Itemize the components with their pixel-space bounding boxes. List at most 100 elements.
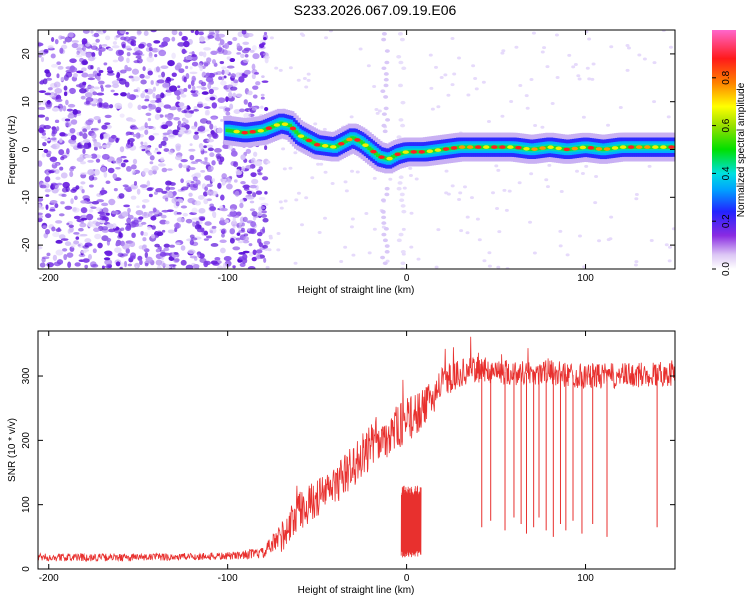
- heatmap-cell: [62, 248, 68, 252]
- heatmap-cell: [187, 197, 195, 204]
- heatmap-cell: [171, 30, 178, 36]
- heatmap-cell: [381, 215, 387, 220]
- heatmap-cell: [211, 102, 218, 109]
- heatmap-cell: [279, 206, 284, 210]
- heatmap-cell: [41, 153, 46, 158]
- heatmap-cell: [262, 226, 266, 233]
- heatmap-cell: [194, 131, 199, 135]
- heatmap-cell: [577, 234, 582, 238]
- heatmap-cell: [210, 243, 219, 247]
- heatmap-cell: [497, 230, 502, 234]
- heatmap-cell: [167, 229, 176, 234]
- heatmap-cell: [64, 120, 73, 127]
- heatmap-cell: [82, 195, 90, 201]
- heatmap-cell: [552, 146, 557, 150]
- heatmap-cell: [533, 123, 538, 127]
- heatmap-cell: [68, 224, 74, 228]
- heatmap-cell: [58, 213, 65, 217]
- heatmap-cell: [504, 145, 509, 149]
- heatmap-cell: [299, 32, 304, 36]
- heatmap-cell: [90, 206, 97, 210]
- heatmap-cell: [129, 118, 137, 123]
- heatmap-cell: [323, 216, 328, 220]
- heatmap-cell: [95, 158, 101, 163]
- heatmap-cell: [377, 109, 382, 113]
- heatmap-cell: [121, 211, 129, 217]
- heatmap-cell: [151, 165, 159, 171]
- heatmap-cell: [400, 123, 406, 128]
- heatmap-cell: [313, 122, 318, 126]
- heatmap-cell: [181, 50, 188, 54]
- heatmap-cell: [211, 225, 217, 229]
- heatmap-cell: [226, 65, 235, 69]
- heatmap-cell: [171, 36, 176, 42]
- heatmap-cell: [401, 227, 406, 231]
- heatmap-cell: [41, 136, 47, 139]
- heatmap-cell: [575, 169, 580, 173]
- heatmap-cell: [309, 139, 314, 144]
- heatmap-cell: [85, 52, 92, 58]
- heatmap-cell: [585, 66, 590, 70]
- heatmap-cell: [400, 100, 406, 105]
- heatmap-cell: [125, 132, 129, 137]
- heatmap-cell: [196, 102, 204, 108]
- heatmap-cell: [206, 190, 211, 196]
- heatmap-cell: [54, 92, 58, 96]
- heatmap-cell: [190, 89, 196, 94]
- heatmap-cell: [220, 228, 226, 235]
- heatmap-cell: [188, 148, 196, 152]
- colorbar-tick-label: 0.8: [721, 70, 732, 84]
- heatmap-cell: [40, 56, 45, 63]
- heatmap-cell: [306, 72, 311, 76]
- heatmap-cell: [250, 172, 257, 178]
- heatmap-cell: [251, 211, 258, 217]
- heatmap-cell: [487, 251, 492, 255]
- heatmap-cell: [180, 188, 184, 191]
- heatmap-cell: [581, 115, 586, 119]
- heatmap-cell: [143, 231, 149, 237]
- heatmap-cell: [238, 222, 243, 227]
- heatmap-cell: [56, 259, 64, 265]
- heatmap-cell: [444, 169, 449, 173]
- y-tick-label: 100: [21, 496, 32, 513]
- heatmap-cell: [197, 63, 203, 68]
- heatmap-cell: [239, 198, 244, 204]
- heatmap-cell: [54, 169, 60, 174]
- heatmap-cell: [223, 42, 230, 50]
- heatmap-cell: [87, 221, 93, 228]
- heatmap-y-axis: -20 -10 0 10 20: [21, 48, 675, 252]
- heatmap-cell: [268, 234, 273, 238]
- colorbar-tick-label: 0.6: [721, 118, 732, 132]
- heatmap-cell: [328, 30, 333, 33]
- heatmap-cell: [221, 69, 225, 75]
- heatmap-cell: [518, 83, 523, 87]
- heatmap-cell: [174, 155, 183, 161]
- heatmap-cell: [203, 47, 211, 51]
- heatmap-cell: [45, 194, 50, 197]
- heatmap-cell: [249, 184, 257, 189]
- heatmap-cell: [191, 61, 199, 67]
- heatmap-cell: [223, 69, 230, 75]
- heatmap-cell: [135, 209, 144, 216]
- heatmap-cell: [205, 72, 210, 77]
- heatmap-cell: [91, 103, 97, 107]
- heatmap-cell: [500, 114, 505, 118]
- heatmap-cell: [125, 188, 132, 193]
- heatmap-cell: [263, 240, 271, 245]
- heatmap-cell: [274, 66, 279, 70]
- heatmap-cell: [260, 105, 264, 109]
- heatmap-cell: [657, 145, 662, 149]
- heatmap-peak: [507, 145, 514, 149]
- heatmap-cell: [59, 166, 64, 171]
- heatmap-cell: [243, 233, 249, 237]
- heatmap-cell: [625, 68, 630, 72]
- heatmap-cell: [210, 116, 217, 120]
- heatmap-cell: [147, 117, 152, 122]
- heatmap-cell: [70, 198, 74, 205]
- heatmap-cell: [193, 108, 199, 112]
- heatmap-cell: [65, 66, 72, 70]
- heatmap-cell: [294, 198, 299, 202]
- heatmap-cell: [115, 49, 124, 57]
- heatmap-cell: [64, 241, 72, 247]
- heatmap-cell: [248, 243, 253, 247]
